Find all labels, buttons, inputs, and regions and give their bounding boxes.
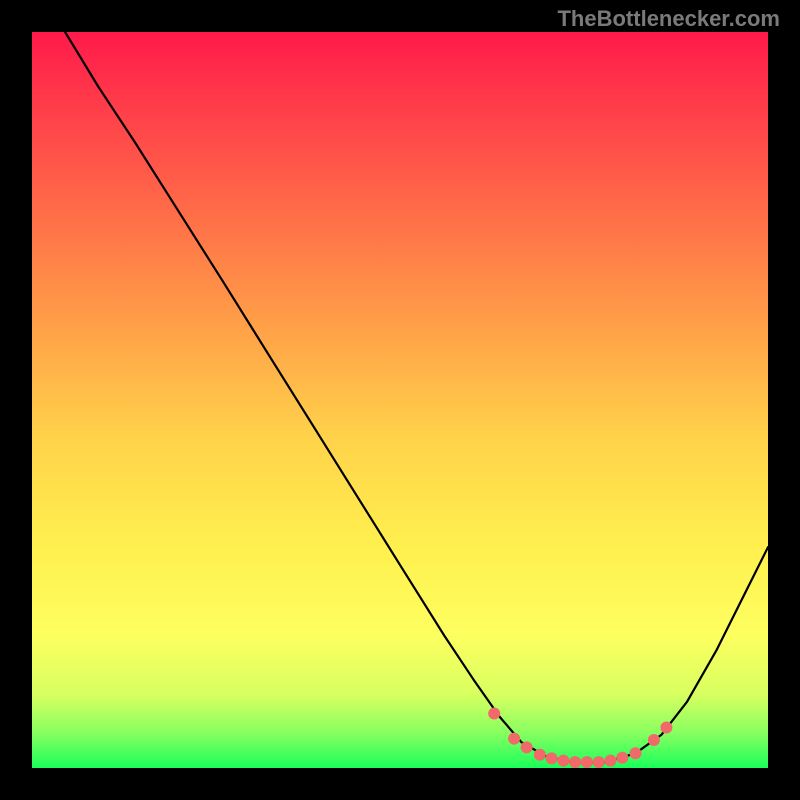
optimal-range-marker — [534, 749, 546, 761]
bottleneck-curve — [65, 32, 768, 763]
optimal-range-marker — [508, 733, 520, 745]
optimal-range-marker — [521, 741, 533, 753]
optimal-range-marker — [546, 752, 558, 764]
optimal-range-marker — [557, 755, 569, 767]
optimal-range-marker — [605, 755, 617, 767]
optimal-range-marker — [581, 756, 593, 768]
optimal-range-marker — [593, 756, 605, 768]
optimal-range-marker — [569, 756, 581, 768]
optimal-range-marker — [648, 734, 660, 746]
watermark-text: TheBottlenecker.com — [557, 6, 780, 32]
optimal-range-marker — [630, 747, 642, 759]
optimal-range-marker — [660, 722, 672, 734]
optimal-range-marker — [616, 752, 628, 764]
plot-svg — [32, 32, 768, 768]
plot-area — [32, 32, 768, 768]
optimal-range-marker — [488, 708, 500, 720]
